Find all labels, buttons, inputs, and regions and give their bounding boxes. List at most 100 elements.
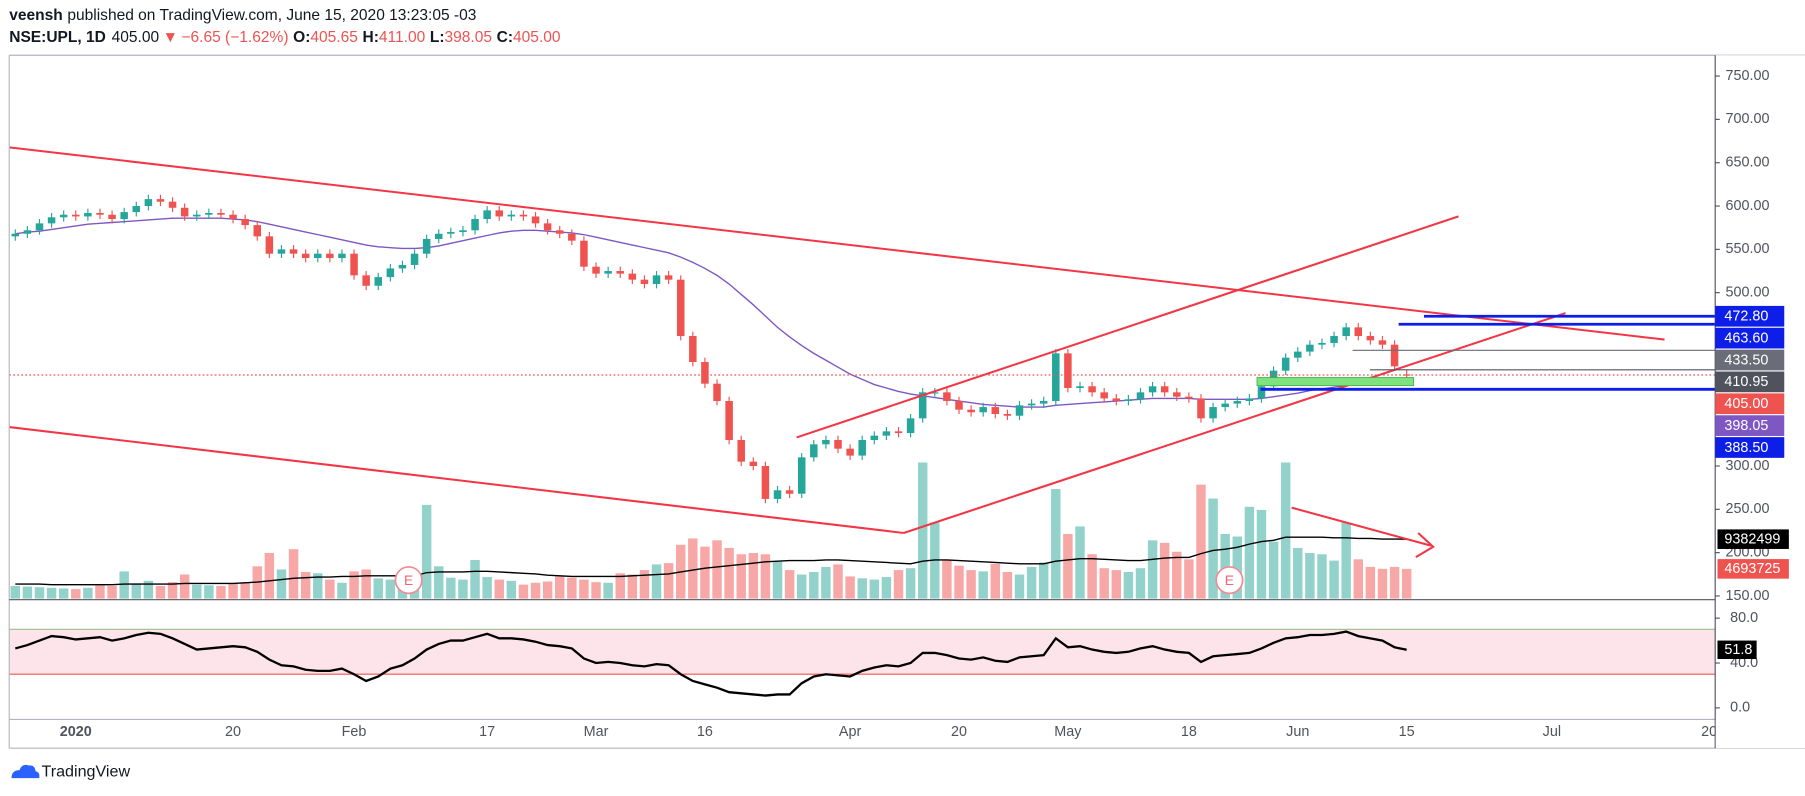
volume-bar xyxy=(276,569,287,599)
candle-body xyxy=(1015,405,1024,416)
volume-bar xyxy=(34,587,45,599)
candle-body xyxy=(822,440,830,445)
volume-bar xyxy=(349,571,359,599)
volume-bar xyxy=(1377,568,1388,599)
volume-bar xyxy=(1026,566,1037,599)
volume-bar xyxy=(1341,522,1351,599)
volume-bar xyxy=(71,589,81,599)
y-tick-label: 500.00 xyxy=(1726,284,1770,300)
candle-body xyxy=(1378,340,1387,345)
volume-bar xyxy=(373,578,383,599)
rsi-marker xyxy=(1717,640,1757,659)
volume-bar xyxy=(216,585,226,599)
drawings xyxy=(9,146,1665,559)
volume-bar xyxy=(46,587,57,599)
candle-body xyxy=(495,210,503,217)
candle-body xyxy=(967,409,975,413)
candle-body xyxy=(1330,336,1338,343)
volume-bar xyxy=(869,579,880,599)
rsi-band xyxy=(9,629,1716,675)
volume-bar xyxy=(22,586,33,599)
volume-bar xyxy=(119,571,129,599)
volume-bar xyxy=(1256,509,1267,599)
candle-body xyxy=(979,407,987,413)
event-label: E xyxy=(1225,572,1234,588)
volume-bar xyxy=(1401,568,1412,599)
candle-body xyxy=(737,440,745,462)
candle-body xyxy=(568,233,576,241)
price-layer xyxy=(11,194,1411,504)
volume-bar xyxy=(555,576,565,599)
logo: TradingView xyxy=(11,763,130,781)
candle-body xyxy=(120,212,128,220)
y-tick-label: 250.00 xyxy=(1726,501,1770,517)
rsi-pane xyxy=(9,628,1716,697)
candle-body xyxy=(23,230,32,234)
volume-ma-label: 9382499 xyxy=(1724,532,1780,548)
candle-body xyxy=(483,210,491,220)
volume-bar xyxy=(1172,551,1182,599)
candle-body xyxy=(713,383,721,402)
trend-line xyxy=(9,146,1665,341)
candle-body xyxy=(398,264,407,269)
rsi-tick-label: 80.0 xyxy=(1730,610,1758,626)
candle-body xyxy=(1160,386,1169,393)
volume-bar xyxy=(760,554,771,599)
candle-body xyxy=(108,214,116,220)
candle-body xyxy=(35,223,44,231)
y-tick-label: 600.00 xyxy=(1726,198,1770,214)
candle-body xyxy=(1318,342,1326,345)
volume-bar xyxy=(1075,526,1085,599)
candle-body xyxy=(1354,327,1363,337)
trend-line xyxy=(796,215,1459,439)
volume-bar xyxy=(167,582,178,599)
volume-bar xyxy=(337,582,347,599)
candle-body xyxy=(689,336,697,363)
candle-body xyxy=(301,253,310,259)
volume-bar xyxy=(288,549,299,599)
price-marker xyxy=(1715,305,1785,327)
candle-body xyxy=(640,279,649,285)
candle-body xyxy=(918,392,927,419)
candle-body xyxy=(1064,353,1072,389)
candle-body xyxy=(906,418,915,434)
price-marker-label: 410.95 xyxy=(1724,374,1768,390)
price-marker-label: 463.60 xyxy=(1724,331,1768,347)
candle-body xyxy=(447,232,455,234)
volume-bar xyxy=(542,581,553,599)
x-tick-label: 15 xyxy=(1399,724,1415,740)
candle-body xyxy=(265,236,274,254)
x-tick-label: Apr xyxy=(839,724,862,740)
volume-bar xyxy=(446,577,456,599)
volume-bar xyxy=(712,540,722,599)
volume-bar xyxy=(1087,554,1097,599)
volume-bar xyxy=(724,547,734,599)
volume-bar xyxy=(458,579,468,599)
candle-body xyxy=(144,199,153,207)
ohlc-value: 405.00 xyxy=(513,29,561,46)
candle-body xyxy=(555,230,564,234)
volume-bar xyxy=(1196,484,1206,599)
volume-bar xyxy=(700,546,710,599)
price-marker xyxy=(1715,415,1785,436)
x-tick-label: 16 xyxy=(697,724,713,740)
candle-body xyxy=(350,253,358,276)
volume-bar xyxy=(905,568,916,599)
candle-body xyxy=(616,271,624,274)
candle-body xyxy=(1003,414,1012,416)
ohlc-value: 411.00 xyxy=(379,29,426,46)
volume-bar xyxy=(736,554,746,599)
volume-bar xyxy=(833,564,843,599)
volume-bar xyxy=(1063,534,1073,599)
candle-body xyxy=(1402,374,1411,376)
candle-body xyxy=(1342,327,1350,337)
event-label: E xyxy=(404,572,413,588)
volume-bar xyxy=(228,584,238,599)
candle-body xyxy=(1136,392,1145,400)
candle-body xyxy=(1112,398,1121,402)
price-marker-label: 433.50 xyxy=(1724,352,1768,368)
x-tick-label: Jul xyxy=(1543,724,1561,740)
candle-body xyxy=(156,199,165,202)
volume-bar xyxy=(651,564,662,599)
